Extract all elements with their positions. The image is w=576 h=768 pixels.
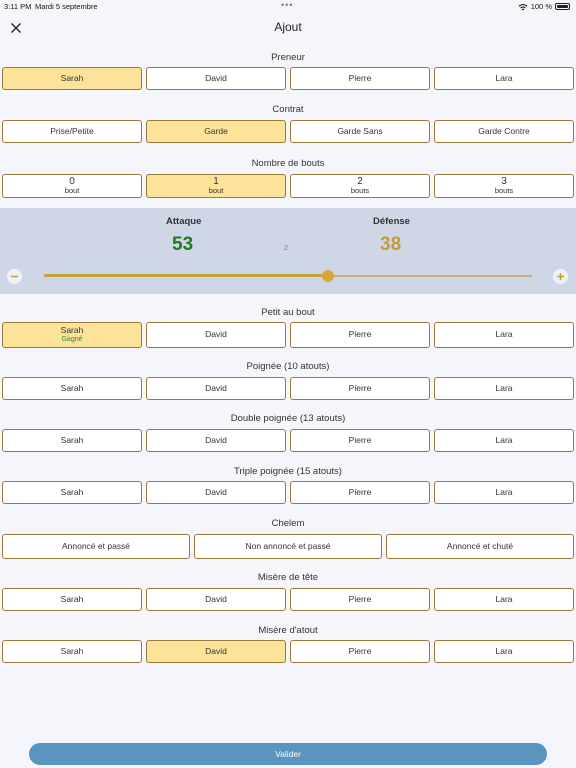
battery-icon <box>555 3 570 10</box>
preneur-option[interactable]: David <box>146 67 286 90</box>
preneur-option[interactable]: Lara <box>434 67 574 90</box>
bouts-unit: bouts <box>350 186 370 196</box>
double-poignee-option[interactable]: Lara <box>434 429 574 452</box>
bouts-unit: bouts <box>494 186 514 196</box>
misere-atout-options: Sarah David Pierre Lara <box>2 640 574 663</box>
petit-au-bout-label: Petit au bout <box>261 307 315 318</box>
misere-tete-option[interactable]: Lara <box>434 588 574 611</box>
bouts-count: 0 <box>69 176 75 188</box>
bouts-unit: bout <box>208 186 224 196</box>
preneur-option[interactable]: Pierre <box>290 67 430 90</box>
contrat-option[interactable]: Garde <box>146 120 286 143</box>
status-date: Mardi 5 septembre <box>35 2 98 11</box>
misere-atout-option[interactable]: David <box>146 640 286 663</box>
page-title: Ajout <box>274 20 302 34</box>
chelem-options: Annoncé et passé Non annoncé et passé An… <box>2 534 574 559</box>
triple-poignee-option[interactable]: Pierre <box>290 481 430 504</box>
misere-atout-option[interactable]: Sarah <box>2 640 142 663</box>
score-diff: 2 <box>284 245 288 252</box>
misere-tete-option[interactable]: Pierre <box>290 588 430 611</box>
contrat-option[interactable]: Garde Sans <box>290 120 430 143</box>
contrat-options: Prise/Petite Garde Garde Sans Garde Cont… <box>2 120 574 143</box>
petit-au-bout-option[interactable]: Sarah Gagné <box>2 322 142 348</box>
status-right: 100 % <box>518 2 570 11</box>
triple-poignee-option[interactable]: Lara <box>434 481 574 504</box>
bouts-option[interactable]: 2 bouts <box>290 174 430 198</box>
close-icon[interactable] <box>8 20 24 36</box>
petit-au-bout-option[interactable]: Lara <box>434 322 574 348</box>
double-poignee-options: Sarah David Pierre Lara <box>2 429 574 452</box>
multitasking-dots[interactable]: ••• <box>281 0 294 10</box>
triple-poignee-options: Sarah David Pierre Lara <box>2 481 574 504</box>
bouts-count: 3 <box>501 176 507 188</box>
misere-atout-option[interactable]: Lara <box>434 640 574 663</box>
petit-au-bout-option[interactable]: Pierre <box>290 322 430 348</box>
misere-atout-label: Misère d'atout <box>258 625 318 636</box>
preneur-label: Preneur <box>271 52 305 63</box>
header: Ajout <box>0 14 576 42</box>
misere-tete-option[interactable]: Sarah <box>2 588 142 611</box>
misere-tete-label: Misère de tête <box>257 572 319 583</box>
chelem-option[interactable]: Annoncé et passé <box>2 534 190 559</box>
chelem-option[interactable]: Annoncé et chuté <box>386 534 574 559</box>
bouts-option[interactable]: 0 bout <box>2 174 142 198</box>
double-poignee-label: Double poignée (13 atouts) <box>230 413 346 424</box>
poignee-option[interactable]: Pierre <box>290 377 430 400</box>
misere-tete-options: Sarah David Pierre Lara <box>2 588 574 611</box>
double-poignee-option[interactable]: David <box>146 429 286 452</box>
submit-button[interactable]: Valider <box>29 743 547 765</box>
bouts-count: 2 <box>357 176 363 188</box>
misere-atout-option[interactable]: Pierre <box>290 640 430 663</box>
poignee-option[interactable]: David <box>146 377 286 400</box>
bouts-count: 1 <box>213 176 219 188</box>
plus-circle-icon[interactable] <box>553 269 568 284</box>
misere-tete-option[interactable]: David <box>146 588 286 611</box>
bouts-label: Nombre de bouts <box>251 158 325 169</box>
defense-score: 38 <box>380 234 402 255</box>
player-name: Sarah <box>60 325 84 336</box>
bouts-unit: bout <box>64 186 80 196</box>
attack-score: 53 <box>172 234 194 255</box>
double-poignee-option[interactable]: Sarah <box>2 429 142 452</box>
minus-circle-icon[interactable] <box>7 269 22 284</box>
triple-poignee-option[interactable]: Sarah <box>2 481 142 504</box>
bouts-option[interactable]: 1 bout <box>146 174 286 198</box>
triple-poignee-label: Triple poignée (15 atouts) <box>234 466 342 477</box>
preneur-options: Sarah David Pierre Lara <box>2 67 574 90</box>
bouts-options: 0 bout 1 bout 2 bouts 3 bouts <box>2 174 574 198</box>
triple-poignee-option[interactable]: David <box>146 481 286 504</box>
preneur-option[interactable]: Sarah <box>2 67 142 90</box>
score-slider-fill <box>44 274 329 277</box>
status-bar: 3:11 PM Mardi 5 septembre ••• 100 % <box>0 0 576 14</box>
contrat-option[interactable]: Garde Contre <box>434 120 574 143</box>
poignee-label: Poignée (10 atouts) <box>246 361 330 372</box>
battery-percent: 100 % <box>530 2 552 11</box>
wifi-icon <box>518 3 528 10</box>
bouts-option[interactable]: 3 bouts <box>434 174 574 198</box>
won-status: Gagné <box>61 335 83 343</box>
petit-au-bout-option[interactable]: David <box>146 322 286 348</box>
poignee-option[interactable]: Lara <box>434 377 574 400</box>
double-poignee-option[interactable]: Pierre <box>290 429 430 452</box>
status-time: 3:11 PM <box>4 2 32 11</box>
petit-au-bout-options: Sarah Gagné David Pierre Lara <box>2 322 574 348</box>
poignee-option[interactable]: Sarah <box>2 377 142 400</box>
contrat-option[interactable]: Prise/Petite <box>2 120 142 143</box>
score-panel: Attaque 53 2 Défense 38 <box>0 208 576 294</box>
defense-label: Défense <box>373 216 410 227</box>
contrat-label: Contrat <box>272 104 304 115</box>
chelem-option[interactable]: Non annoncé et passé <box>194 534 382 559</box>
chelem-label: Chelem <box>271 518 305 529</box>
score-slider-thumb[interactable] <box>322 270 335 282</box>
poignee-options: Sarah David Pierre Lara <box>2 377 574 400</box>
attack-label: Attaque <box>166 216 202 227</box>
